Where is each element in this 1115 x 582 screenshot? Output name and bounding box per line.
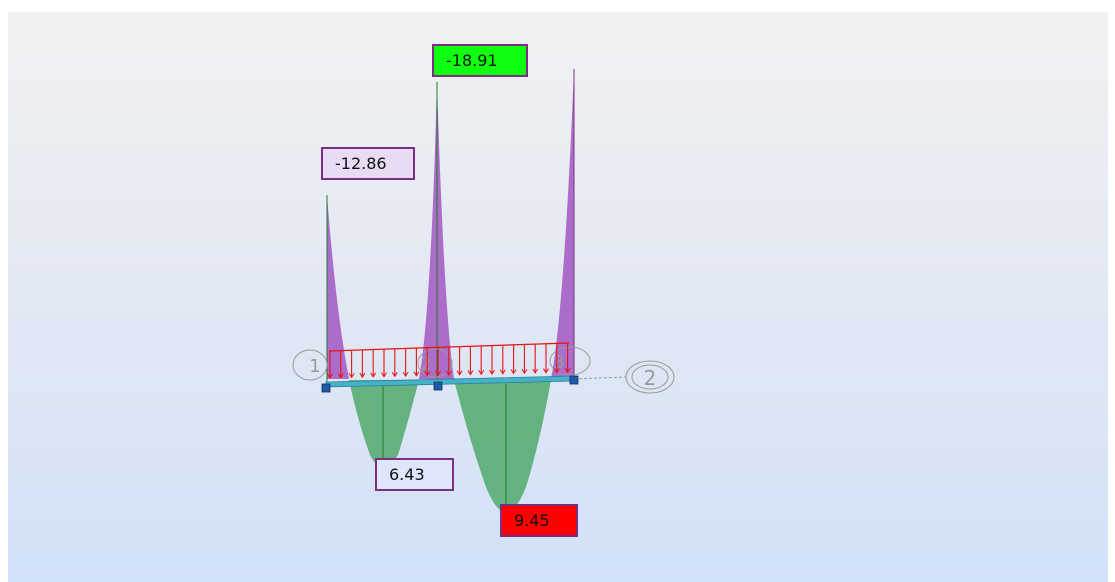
node-tag-1-label: 1 — [309, 356, 320, 377]
node-marker-3[interactable] — [569, 375, 579, 385]
load-arrow-head — [381, 372, 387, 378]
load-arrow-head — [391, 372, 398, 378]
load-arrow-head — [445, 370, 452, 376]
load-arrow-head — [456, 370, 463, 376]
load-arrow-head — [499, 369, 506, 375]
distributed-load-arrows — [327, 343, 571, 379]
load-arrow-head — [348, 373, 355, 379]
positive-moment-span1 — [349, 380, 419, 467]
node-tags: 1 2 3 — [292, 346, 591, 381]
load-arrow-head — [337, 373, 344, 379]
node-marker-1[interactable] — [321, 383, 331, 393]
beam[interactable] — [321, 375, 579, 393]
positive-moment-span2 — [454, 380, 551, 512]
load-arrow-head — [467, 370, 474, 376]
distributed-load[interactable] — [327, 342, 571, 379]
load-arrow-head — [478, 369, 485, 376]
load-arrow-head — [359, 372, 366, 379]
moment-label-negative-left[interactable]: -12.86 — [321, 147, 415, 180]
negative-moment-right-support — [551, 69, 574, 379]
node-tag-3-label: 3 — [553, 352, 564, 373]
positive-moment-regions — [349, 380, 551, 512]
load-arrow-head — [521, 368, 528, 375]
load-arrow-head — [435, 371, 441, 377]
load-arrow-head — [327, 373, 333, 379]
moment-label-positive-span1[interactable]: 6.43 — [375, 458, 454, 491]
node-tag-1[interactable]: 1 — [292, 349, 328, 381]
node-tag-2-label: 2 — [420, 354, 431, 375]
model-viewport[interactable]: 1 2 3 2 — [8, 12, 1108, 582]
node-tag-3[interactable]: 3 — [549, 346, 591, 376]
load-arrow-head — [424, 371, 431, 377]
node-marker-2[interactable] — [433, 381, 443, 391]
negative-moment-regions — [327, 69, 574, 379]
moment-label-negative-middle[interactable]: -18.91 — [432, 44, 528, 77]
load-arrow-head — [370, 372, 377, 378]
support-tag-label: 2 — [644, 366, 657, 390]
load-arrow-head — [553, 368, 560, 374]
node-tag-2[interactable]: 2 — [417, 348, 453, 378]
load-arrow-head — [510, 369, 517, 375]
load-arrow-head — [564, 367, 571, 374]
support-tag[interactable]: 2 — [625, 360, 675, 394]
load-arrow-head — [413, 371, 420, 377]
support-connector — [573, 376, 627, 380]
load-arrow-head — [489, 369, 495, 375]
distributed-load-top-line — [328, 342, 570, 352]
load-arrow-head — [543, 368, 549, 374]
load-arrow-head — [532, 368, 539, 374]
negative-moment-left-support — [327, 195, 349, 379]
moment-label-positive-span2[interactable]: 9.45 — [500, 504, 578, 537]
bending-moment-diagram: 1 2 3 2 — [292, 69, 675, 512]
load-arrow-head — [402, 371, 409, 378]
